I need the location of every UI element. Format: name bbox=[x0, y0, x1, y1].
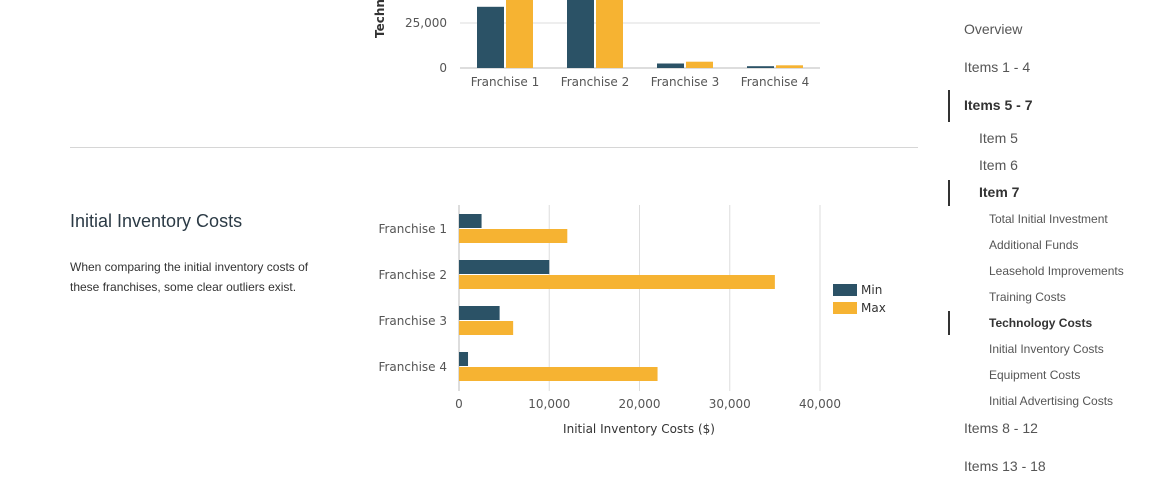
top-chart-category-label: Franchise 3 bbox=[651, 75, 720, 89]
toc-item-item-6[interactable]: Item 6 bbox=[979, 157, 1018, 174]
bar-min bbox=[459, 260, 550, 274]
bar-max bbox=[459, 275, 775, 289]
x-tick-label: 20,000 bbox=[619, 397, 661, 411]
x-tick-label: 0 bbox=[455, 397, 463, 411]
top-chart-bar-max bbox=[776, 65, 803, 68]
main-content: Techno 0 25,000 Franchise 1 Franchise 2 Fran… bbox=[70, 0, 918, 436]
top-chart-bar-min bbox=[477, 6, 504, 69]
bar-min bbox=[459, 306, 500, 320]
category-label: Franchise 1 bbox=[378, 222, 447, 236]
bar-min bbox=[459, 214, 482, 228]
toc-item-items-5-7[interactable]: Items 5 - 7 bbox=[964, 97, 1033, 114]
toc-item-technology-costs[interactable]: Technology Costs bbox=[989, 315, 1093, 330]
toc-item-items-1-4[interactable]: Items 1 - 4 bbox=[964, 59, 1031, 76]
technology-costs-chart: Techno 0 25,000 Franchise 1 Franchise 2 Fran… bbox=[373, 0, 820, 89]
top-chart-bar-max bbox=[506, 0, 533, 68]
toc-item-additional-funds[interactable]: Additional Funds bbox=[989, 237, 1079, 252]
top-chart-ylabel: Techno bbox=[373, 0, 387, 38]
legend-swatch-min bbox=[833, 284, 857, 296]
bar-min bbox=[459, 352, 469, 366]
toc-item-items-8-12[interactable]: Items 8 - 12 bbox=[964, 420, 1038, 437]
toc-item-initial-advertising-costs[interactable]: Initial Advertising Costs bbox=[989, 393, 1114, 408]
initial-inventory-costs-chart: Initial Inventory Costs ($) Min Max 0 10,… bbox=[378, 205, 886, 436]
x-tick-label: 30,000 bbox=[709, 397, 751, 411]
legend-label-min: Min bbox=[861, 283, 882, 297]
toc-item-training-costs[interactable]: Training Costs bbox=[989, 289, 1066, 304]
legend-label-max: Max bbox=[861, 301, 886, 315]
bar-max bbox=[459, 321, 514, 335]
toc-item-total-initial-investment[interactable]: Total Initial Investment bbox=[989, 211, 1108, 226]
top-chart-category-label: Franchise 1 bbox=[471, 75, 540, 89]
category-label: Franchise 2 bbox=[378, 268, 447, 282]
toc-item-leasehold-improvements[interactable]: Leasehold Improvements bbox=[989, 263, 1124, 278]
toc-active-indicator bbox=[948, 180, 950, 206]
top-chart-ytick-label: 0 bbox=[439, 61, 447, 75]
x-axis-label: Initial Inventory Costs ($) bbox=[563, 422, 715, 436]
toc-item-item-7[interactable]: Item 7 bbox=[979, 184, 1020, 201]
table-of-contents: Overview Items 1 - 4 Items 5 - 7 Item 5 Item… bbox=[948, 0, 1150, 500]
top-chart-category-label: Franchise 4 bbox=[741, 75, 810, 89]
bar-max bbox=[459, 229, 568, 243]
category-label: Franchise 3 bbox=[378, 314, 447, 328]
section-divider bbox=[70, 147, 918, 148]
section-description: When comparing the initial inventory cos… bbox=[70, 260, 309, 294]
top-chart-category-label: Franchise 2 bbox=[561, 75, 630, 89]
bar-max bbox=[459, 367, 658, 381]
legend-swatch-max bbox=[833, 302, 857, 314]
section-title: Initial Inventory Costs bbox=[70, 211, 243, 231]
toc-active-indicator bbox=[948, 311, 950, 335]
x-tick-label: 10,000 bbox=[528, 397, 570, 411]
toc-item-item-5[interactable]: Item 5 bbox=[979, 130, 1018, 147]
top-chart-ytick-label: 25,000 bbox=[405, 16, 447, 30]
top-chart-bar-max bbox=[596, 0, 623, 68]
toc-active-indicator bbox=[948, 90, 950, 122]
toc-item-overview[interactable]: Overview bbox=[964, 21, 1023, 38]
top-chart-bar-max bbox=[686, 61, 713, 68]
x-tick-label: 40,000 bbox=[799, 397, 841, 411]
category-label: Franchise 4 bbox=[378, 360, 447, 374]
toc-item-items-13-18[interactable]: Items 13 - 18 bbox=[964, 458, 1046, 475]
top-chart-bar-min bbox=[747, 66, 774, 68]
top-chart-bar-min bbox=[567, 0, 594, 68]
toc-item-equipment-costs[interactable]: Equipment Costs bbox=[989, 367, 1081, 382]
top-chart-bar-min bbox=[657, 63, 684, 68]
toc-item-initial-inventory-costs[interactable]: Initial Inventory Costs bbox=[989, 341, 1104, 356]
